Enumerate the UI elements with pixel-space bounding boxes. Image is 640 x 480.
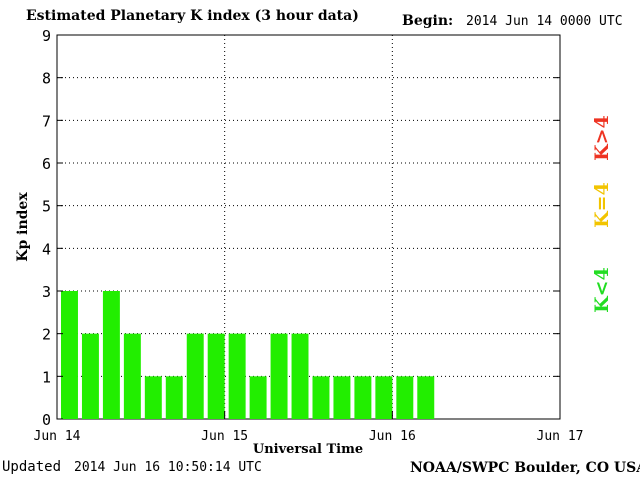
y-tick-label: 4 (42, 240, 51, 258)
kp-bar (249, 376, 267, 419)
y-tick-label: 0 (42, 411, 51, 429)
x-tick-label: Jun 17 (537, 429, 584, 444)
y-tick-label: 6 (42, 155, 51, 173)
kp-bar (333, 376, 351, 419)
kp-bar (102, 291, 120, 419)
kp-bar (81, 333, 99, 419)
x-tick-label: Jun 15 (201, 429, 248, 444)
kp-bar (375, 376, 393, 419)
source-label: NOAA/SWPC Boulder, CO USA (410, 460, 640, 476)
kp-bar (123, 333, 141, 419)
kp-bar (396, 376, 414, 419)
legend-item: K<4 (591, 267, 613, 313)
kp-legend: K<4 K=4 K>4 (591, 115, 613, 313)
y-axis-ticks: 0 1 2 3 4 5 6 7 8 9 (42, 27, 560, 429)
kp-bar (228, 333, 246, 419)
updated-value: 2014 Jun 16 10:50:14 UTC (74, 460, 262, 475)
kp-bar (165, 376, 183, 419)
kp-bar (312, 376, 330, 419)
begin-label: Begin: (402, 13, 454, 29)
chart-title: Estimated Planetary K index (3 hour data… (26, 8, 359, 24)
kp-bar (186, 333, 204, 419)
y-tick-label: 8 (42, 70, 51, 88)
kp-bar (354, 376, 372, 419)
bar-series (61, 291, 435, 419)
updated-label: Updated (2, 459, 62, 475)
kp-bar (270, 333, 288, 419)
y-tick-label: 1 (42, 368, 51, 386)
kp-bar (207, 333, 225, 419)
y-tick-label: 2 (42, 326, 51, 344)
y-tick-label: 7 (42, 112, 51, 130)
kp-bar (144, 376, 162, 419)
y-axis-label: Kp index (15, 192, 31, 262)
kp-bar (61, 291, 78, 419)
legend-item: K=4 (591, 182, 613, 228)
begin-value: 2014 Jun 14 0000 UTC (466, 14, 623, 29)
x-axis-label: Universal Time (253, 442, 363, 457)
grid-lines (57, 35, 560, 419)
y-tick-label: 5 (42, 198, 51, 216)
y-tick-label: 9 (42, 27, 51, 45)
kp-bar (291, 333, 309, 419)
x-tick-label: Jun 14 (34, 429, 81, 444)
x-tick-label: Jun 16 (369, 429, 416, 444)
y-tick-label: 3 (42, 283, 51, 301)
x-axis-ticks: Jun 14 Jun 15 Jun 16 Jun 17 (34, 411, 584, 444)
kp-bar (417, 376, 435, 419)
legend-item: K>4 (591, 115, 613, 161)
